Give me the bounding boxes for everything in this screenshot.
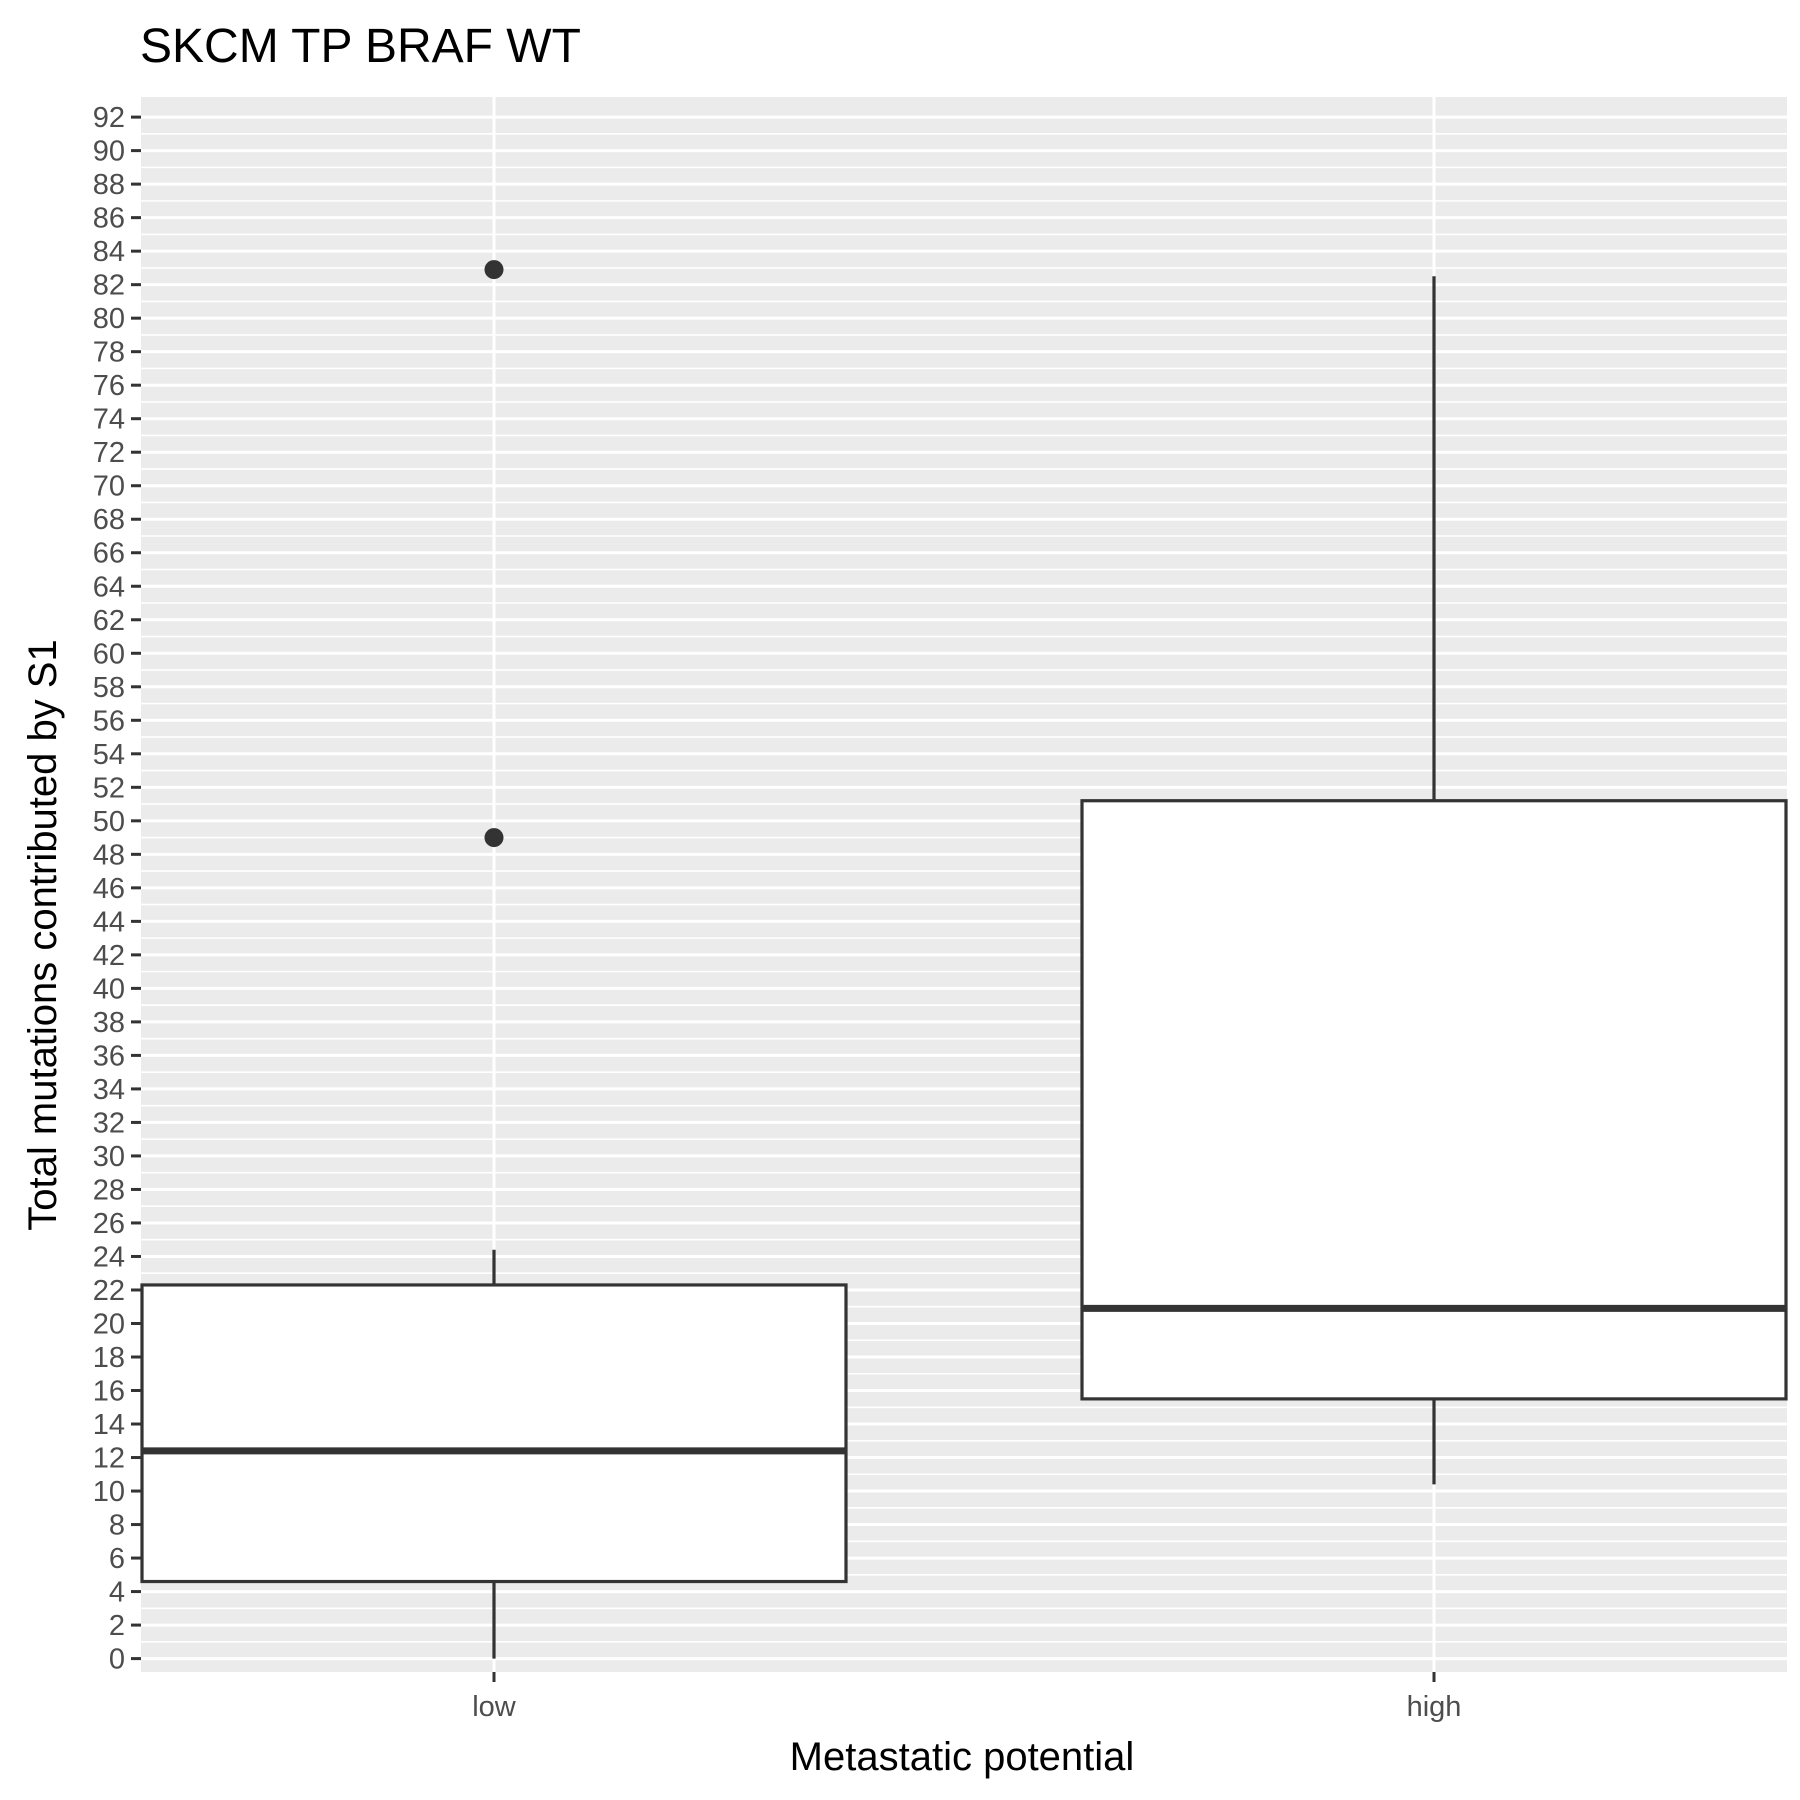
y-tick-label: 42 [93,940,125,972]
y-tick-label: 22 [93,1275,125,1307]
y-tick-label: 92 [93,102,125,134]
y-tick-label: 14 [93,1409,125,1441]
y-tick-label: 0 [109,1644,125,1676]
y-tick-label: 24 [93,1241,125,1273]
y-tick-label: 12 [93,1443,125,1475]
outlier-point [484,828,504,848]
y-tick-label: 88 [93,169,125,201]
x-axis-title: Metastatic potential [790,1735,1135,1779]
boxes [140,260,1788,1659]
y-tick-label: 72 [93,437,125,469]
y-tick-label: 28 [93,1174,125,1206]
y-axis: 0246810121416182022242628303234363840424… [93,102,141,1676]
y-tick-label: 78 [93,337,125,369]
y-tick-label: 18 [93,1342,125,1374]
y-tick-label: 66 [93,538,125,570]
y-tick-label: 74 [93,404,125,436]
y-tick-label: 30 [93,1141,125,1173]
y-tick-label: 34 [93,1074,125,1106]
y-tick-label: 64 [93,571,125,603]
box-high [1080,276,1788,1485]
y-tick-label: 38 [93,1007,125,1039]
y-tick-label: 40 [93,973,125,1005]
y-tick-label: 32 [93,1107,125,1139]
y-tick-label: 68 [93,504,125,536]
y-tick-label: 76 [93,370,125,402]
y-tick-label: 48 [93,839,125,871]
y-tick-label: 26 [93,1208,125,1240]
iqr-box [140,1283,848,1584]
y-tick-label: 84 [93,236,125,268]
y-tick-label: 80 [93,303,125,335]
x-tick-label-high: high [1407,1691,1462,1723]
y-axis-title: Total mutations contributed by S1 [21,639,65,1230]
x-axis: low high [472,1672,1461,1723]
y-tick-label: 62 [93,605,125,637]
y-tick-label: 70 [93,471,125,503]
y-tick-label: 6 [109,1543,125,1575]
y-tick-label: 52 [93,772,125,804]
y-tick-label: 2 [109,1610,125,1642]
y-tick-label: 90 [93,136,125,168]
y-tick-label: 16 [93,1376,125,1408]
y-tick-label: 36 [93,1040,125,1072]
chart-title: SKCM TP BRAF WT [140,20,581,73]
y-tick-label: 58 [93,672,125,704]
x-tick-label-low: low [472,1691,517,1723]
outlier-point [484,260,504,280]
y-tick-label: 20 [93,1308,125,1340]
y-tick-label: 4 [109,1577,125,1609]
y-tick-label: 8 [109,1510,125,1542]
y-tick-label: 86 [93,203,125,235]
box-low [140,260,848,1659]
y-tick-label: 10 [93,1476,125,1508]
y-tick-label: 44 [93,906,125,938]
y-tick-label: 46 [93,873,125,905]
iqr-box [1080,799,1788,1401]
y-tick-label: 60 [93,638,125,670]
y-tick-label: 50 [93,806,125,838]
y-tick-label: 54 [93,739,125,771]
y-tick-label: 56 [93,705,125,737]
y-tick-label: 82 [93,270,125,302]
